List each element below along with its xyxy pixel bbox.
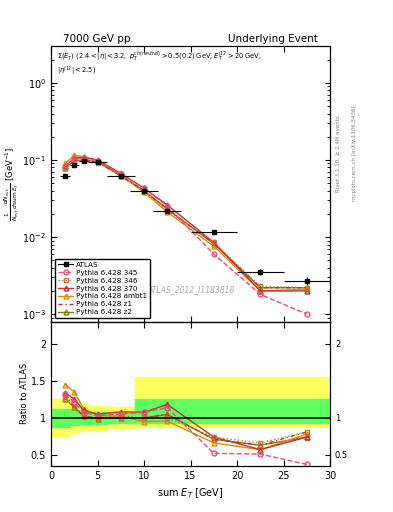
Text: mcplots.cern.ch [arXiv:1306.3436]: mcplots.cern.ch [arXiv:1306.3436] — [352, 106, 357, 201]
X-axis label: sum $E_T$ [GeV]: sum $E_T$ [GeV] — [157, 486, 224, 500]
Legend: ATLAS, Pythia 6.428 345, Pythia 6.428 346, Pythia 6.428 370, Pythia 6.428 ambt1,: ATLAS, Pythia 6.428 345, Pythia 6.428 34… — [55, 259, 151, 318]
Title: 7000 GeV pp                              Underlying Event: 7000 GeV pp Underlying Event — [63, 34, 318, 44]
Text: $\Sigma(E_T)$ $(2.4 < |\eta| < 3.2,\ p_T^{ch(neutral)} > 0.5(0.2)$ GeV, $E_T^{j1: $\Sigma(E_T)$ $(2.4 < |\eta| < 3.2,\ p_T… — [57, 49, 261, 78]
Text: Rivet 3.1.10, ≥ 2.4M events: Rivet 3.1.10, ≥ 2.4M events — [336, 115, 341, 192]
Text: ATLAS_2012_I1183818: ATLAS_2012_I1183818 — [147, 285, 234, 294]
Y-axis label: Ratio to ATLAS: Ratio to ATLAS — [20, 363, 29, 424]
Y-axis label: $\frac{1}{N_{\rm evt}}\frac{dN_{\rm evt}}{d\,{\rm sum}\,E_T}$ [GeV$^{-1}$]: $\frac{1}{N_{\rm evt}}\frac{dN_{\rm evt}… — [2, 146, 21, 221]
